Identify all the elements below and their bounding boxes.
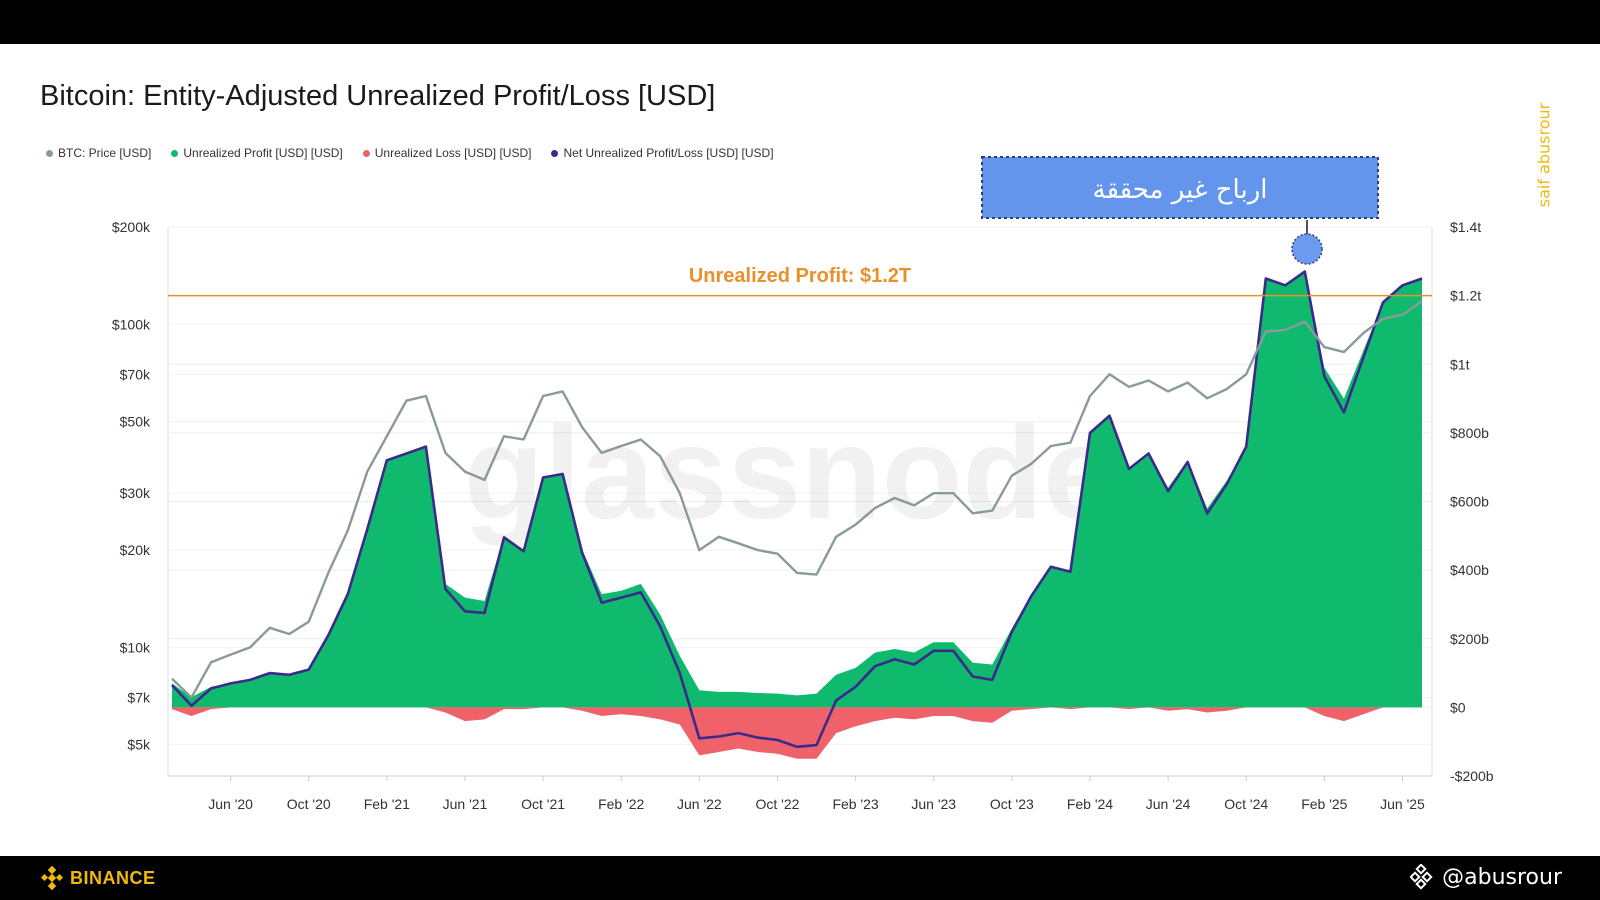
legend-label-unrealized-profit: Unrealized Profit [USD] [USD] <box>183 146 343 160</box>
x-axis-tick-label: Oct '20 <box>287 796 331 812</box>
legend-dot-net-unrealized <box>551 149 559 157</box>
right-axis-tick-label: $600b <box>1450 494 1489 510</box>
chart-title: Bitcoin: Entity-Adjusted Unrealized Prof… <box>40 80 716 112</box>
x-axis-tick-label: Jun '20 <box>208 796 253 812</box>
left-axis-tick-label: $7k <box>127 689 151 705</box>
left-axis-tick-label: $100k <box>112 316 151 332</box>
binance-wordmark: BINANCE <box>70 867 156 888</box>
x-axis-tick-label: Jun '24 <box>1146 796 1191 812</box>
annotation-layer: ارباح غير محققة <box>981 156 1379 265</box>
axis-layer: $1.4t $1.2t $1t $800b $600b $400b $200b $0 -$200… <box>112 219 1494 812</box>
bottom-black-bar <box>0 856 1600 900</box>
x-axis-tick-label: Oct '22 <box>756 796 800 812</box>
x-axis-tick-label: Feb '23 <box>832 796 878 812</box>
series-unrealized-profit-area <box>172 271 1422 708</box>
left-axis-tick-label: $30k <box>120 485 151 501</box>
right-axis-tick-label: $1.4t <box>1450 219 1481 235</box>
right-axis-tick-label: $800b <box>1450 425 1489 441</box>
reference-layer: Unrealized Profit: $1.2T <box>168 265 1432 297</box>
left-axis-tick-label: $200k <box>112 219 151 235</box>
right-axis-tick-label: -$200b <box>1450 768 1494 784</box>
right-axis-tick-label: $0 <box>1450 699 1466 715</box>
legend-dot-unrealized-loss <box>362 149 370 157</box>
binance-icon <box>40 866 64 890</box>
binance-square-icon <box>1410 864 1433 890</box>
legend-item-net-unrealized[interactable]: Net Unrealized Profit/Loss [USD] [USD] <box>551 146 774 160</box>
annotation-box <box>981 156 1379 219</box>
series-layer <box>171 270 1423 759</box>
legend-dot-price <box>46 149 53 157</box>
binance-brand: BINANCE <box>40 866 156 890</box>
x-axis-tick-label: Feb '22 <box>598 796 644 812</box>
chart-legend: BTC: Price [USD] Unrealized Profit [USD]… <box>46 146 774 160</box>
left-axis-tick-label: $10k <box>120 639 151 655</box>
reference-line-label: Unrealized Profit: $1.2T <box>689 265 911 287</box>
series-net-unrealized-line <box>171 270 1423 749</box>
x-axis-tick-label: Oct '24 <box>1224 796 1268 812</box>
x-axis-tick-label: Oct '21 <box>521 796 565 812</box>
left-axis-tick-label: $50k <box>120 414 151 430</box>
x-axis-tick-label: Jun '25 <box>1380 796 1425 812</box>
right-axis-tick-label: $1t <box>1450 356 1470 372</box>
x-axis-tick-label: Jun '23 <box>911 796 956 812</box>
series-btc-price-line <box>171 300 1423 699</box>
top-black-bar <box>0 0 1600 44</box>
legend-item-price[interactable]: BTC: Price [USD] <box>46 146 151 160</box>
legend-dot-unrealized-profit <box>171 149 179 157</box>
legend-label-price: BTC: Price [USD] <box>58 146 152 160</box>
x-axis-tick-label: Feb '25 <box>1301 796 1347 812</box>
right-axis-tick-label: $200b <box>1450 631 1489 647</box>
x-axis-tick-label: Oct '23 <box>990 796 1034 812</box>
legend-label-unrealized-loss: Unrealized Loss [USD] [USD] <box>374 146 532 160</box>
x-axis-tick-label: Jun '22 <box>677 796 722 812</box>
left-axis-tick-label: $70k <box>120 366 151 382</box>
x-axis-tick-label: Jun '21 <box>443 796 488 812</box>
right-axis-tick-label: $400b <box>1450 562 1489 578</box>
footer-handle[interactable]: @abusrour <box>1410 862 1562 892</box>
legend-item-unrealized-profit[interactable]: Unrealized Profit [USD] [USD] <box>171 146 343 160</box>
legend-item-unrealized-loss[interactable]: Unrealized Loss [USD] [USD] <box>362 146 532 160</box>
annotation-text: ارباح غير محققة <box>1093 175 1268 205</box>
left-axis-tick-label: $5k <box>127 737 151 753</box>
right-axis-tick-label: $1.2t <box>1450 288 1481 304</box>
x-axis-tick-label: Feb '24 <box>1067 796 1113 812</box>
left-axis-tick-label: $20k <box>120 542 151 558</box>
x-axis-tick-label: Feb '21 <box>364 796 410 812</box>
legend-label-net-unrealized: Net Unrealized Profit/Loss [USD] [USD] <box>563 146 774 160</box>
annotation-marker <box>1291 233 1323 265</box>
series-unrealized-loss-area <box>172 707 1422 759</box>
footer-handle-text: @abusrour <box>1442 864 1562 890</box>
